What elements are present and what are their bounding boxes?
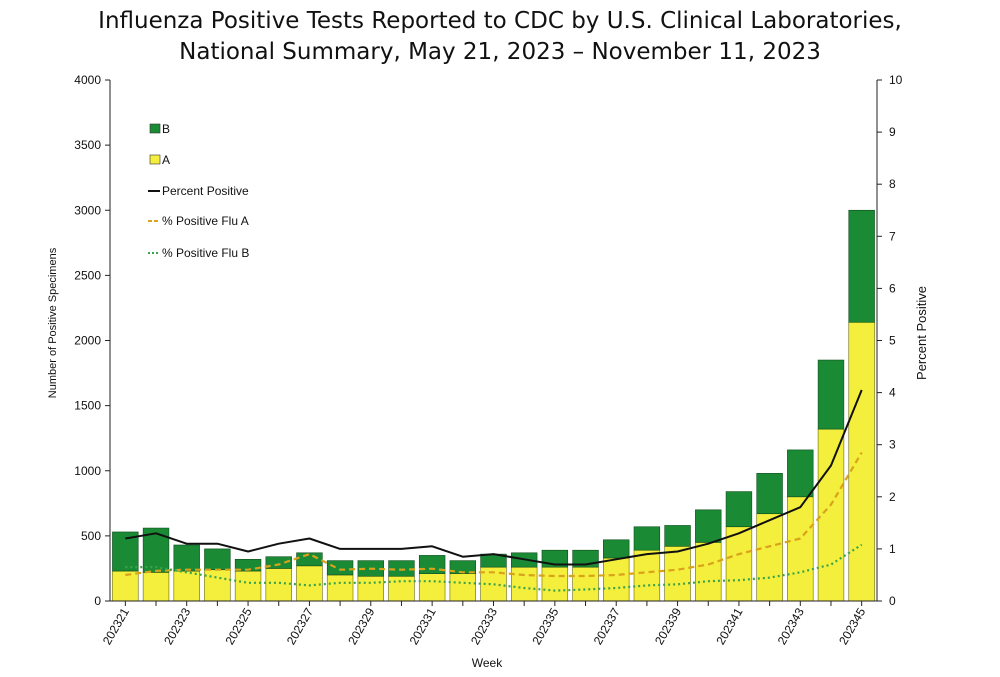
y-tick-label: 4000 xyxy=(74,73,101,87)
bar-a-202324 xyxy=(204,569,231,602)
y2-tick-label: 3 xyxy=(889,438,896,452)
x-axis-label: Week xyxy=(472,656,503,670)
chart-title-line-1: Influenza Positive Tests Reported to CDC… xyxy=(98,8,902,34)
bar-b-202338 xyxy=(633,526,661,551)
legend: B A Percent Positive % Positive Flu A % Posi… xyxy=(148,122,249,260)
bar-a-202338 xyxy=(633,549,661,602)
x-tick-label: 202341 xyxy=(713,605,745,647)
x-tick-label: 202339 xyxy=(652,605,684,647)
bar-b-202328 xyxy=(326,560,354,576)
y2-tick-label: 2 xyxy=(889,490,896,504)
bar-a-202342 xyxy=(756,513,783,602)
y-tick-label: 1000 xyxy=(74,464,101,478)
bar-b-202324 xyxy=(204,548,231,571)
bar-a-202326 xyxy=(265,568,292,602)
bar-b-202332 xyxy=(449,560,477,574)
y2-axis-label: Percent Positive xyxy=(914,286,929,380)
legend-swatch xyxy=(149,154,161,165)
bar-a-202327 xyxy=(296,565,323,602)
line-group xyxy=(125,389,863,592)
bar-b-202342 xyxy=(756,473,783,515)
legend-label: % Positive Flu B xyxy=(162,246,249,260)
x-tick-label: 202337 xyxy=(591,605,623,647)
chart-title-line-2: National Summary, May 21, 2023 – Novembe… xyxy=(179,39,821,65)
x-tick-label: 202321 xyxy=(100,605,132,647)
legend-label: Percent Positive xyxy=(162,184,249,198)
y2-tick-label: 7 xyxy=(889,229,896,243)
bar-a-202343 xyxy=(787,496,814,602)
y-tick-label: 500 xyxy=(81,529,101,543)
y2-tick-label: 4 xyxy=(889,386,896,400)
y2-tick-label: 9 xyxy=(889,125,896,139)
bar-b-202325 xyxy=(234,559,262,572)
x-tick-label: 202329 xyxy=(345,605,377,647)
line-series-1 xyxy=(125,389,863,566)
y-tick-label: 3500 xyxy=(74,138,101,152)
x-tick-label: 202345 xyxy=(836,605,868,647)
bar-a-202323 xyxy=(173,570,200,602)
bar-a-202341 xyxy=(725,526,753,602)
y2-tick-label: 10 xyxy=(889,73,903,87)
bar-a-202322 xyxy=(142,572,170,602)
y2-tick-label: 0 xyxy=(889,594,896,608)
y2-tick-label: 8 xyxy=(889,177,896,191)
bar-group xyxy=(112,209,875,602)
y2-tick-label: 6 xyxy=(889,281,896,295)
bar-a-202336 xyxy=(572,566,599,602)
legend-label: % Positive Flu A xyxy=(162,214,249,228)
x-tick-label: 202325 xyxy=(223,605,255,647)
x-tick-label: 202333 xyxy=(468,605,500,647)
bar-a-202332 xyxy=(449,573,477,602)
bar-a-202331 xyxy=(418,573,446,602)
bar-b-202344 xyxy=(817,359,845,430)
y-tick-label: 1500 xyxy=(74,399,101,413)
y-tick-label: 2000 xyxy=(74,334,101,348)
x-tick-label: 202343 xyxy=(775,605,807,647)
y-tick-label: 3000 xyxy=(74,203,101,217)
x-tick-label: 202327 xyxy=(284,605,316,647)
chart-title: Influenza Positive Tests Reported to CDC… xyxy=(0,6,1000,68)
bar-b-202339 xyxy=(664,525,691,547)
legend-label: A xyxy=(162,153,170,167)
bar-b-202341 xyxy=(725,491,753,528)
legend-swatch xyxy=(149,123,161,134)
bar-b-202337 xyxy=(603,539,630,559)
line-series-2 xyxy=(125,451,863,578)
y2-tick-label: 5 xyxy=(889,334,896,348)
y-tick-label: 2500 xyxy=(74,268,101,282)
bar-a-202339 xyxy=(664,545,691,602)
bar-b-202343 xyxy=(787,449,814,498)
bar-a-202330 xyxy=(388,575,415,602)
bar-b-202327 xyxy=(296,552,323,567)
bar-a-202337 xyxy=(603,557,630,602)
y-tick-label: 0 xyxy=(94,594,101,608)
bar-b-202340 xyxy=(695,509,722,543)
bar-a-202334 xyxy=(510,566,538,602)
y-axis-label: Number of Positive Specimens xyxy=(47,247,59,398)
bar-b-202326 xyxy=(265,556,292,569)
x-tick-label: 202335 xyxy=(529,605,561,647)
bar-a-202329 xyxy=(357,575,384,602)
bar-a-202325 xyxy=(234,570,262,602)
bar-a-202340 xyxy=(695,542,722,602)
bar-b-202331 xyxy=(418,555,446,574)
bar-a-202328 xyxy=(326,574,354,602)
y2-tick-label: 1 xyxy=(889,542,896,556)
bar-a-202335 xyxy=(541,566,569,602)
bar-b-202323 xyxy=(173,544,200,572)
bar-a-202345 xyxy=(848,321,875,602)
bar-a-202344 xyxy=(817,428,845,602)
bar-b-202345 xyxy=(848,209,875,323)
bar-a-202321 xyxy=(112,570,139,602)
legend-label: B xyxy=(162,122,170,136)
line-series-3 xyxy=(125,543,863,592)
x-tick-label: 202331 xyxy=(407,605,439,647)
x-tick-label: 202323 xyxy=(161,605,193,647)
